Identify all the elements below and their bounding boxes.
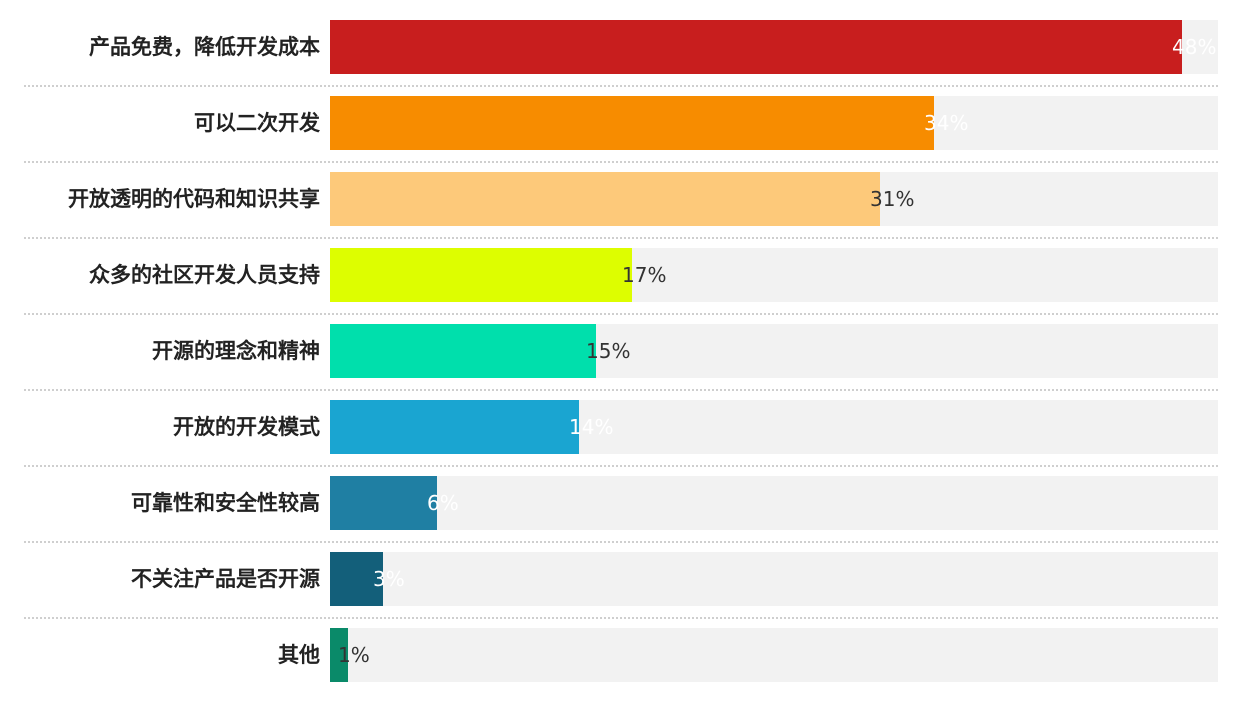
row-divider (24, 313, 1218, 315)
row-divider (24, 465, 1218, 467)
bar-row: 众多的社区开发人员支持 17% (0, 248, 1239, 324)
category-label: 其他 (278, 643, 320, 667)
category-label: 产品免费，降低开发成本 (89, 35, 320, 59)
bar (330, 248, 632, 302)
bar-row: 开放透明的代码和知识共享 31% (0, 172, 1239, 248)
bar (330, 400, 579, 454)
bar-track: 6% (330, 476, 1218, 530)
row-divider (24, 237, 1218, 239)
bar-track: 1% (330, 628, 1218, 682)
bar-track: 3% (330, 552, 1218, 606)
bar-row: 产品免费，降低开发成本 48% (0, 20, 1239, 96)
bar-track: 17% (330, 248, 1218, 302)
bar-row: 可靠性和安全性较高 6% (0, 476, 1239, 552)
value-label: 3% (373, 567, 405, 591)
bar-row: 可以二次开发 34% (0, 96, 1239, 172)
category-label: 可以二次开发 (194, 111, 320, 135)
category-label: 可靠性和安全性较高 (131, 491, 320, 515)
row-divider (24, 617, 1218, 619)
category-label: 开源的理念和精神 (152, 339, 320, 363)
row-divider (24, 541, 1218, 543)
value-label: 31% (870, 187, 915, 211)
value-label: 48% (1172, 35, 1217, 59)
category-label: 众多的社区开发人员支持 (89, 263, 320, 287)
bar-track: 14% (330, 400, 1218, 454)
value-label: 15% (586, 339, 631, 363)
value-label: 6% (427, 491, 459, 515)
category-label: 开放的开发模式 (173, 415, 320, 439)
bar-row: 不关注产品是否开源 3% (0, 552, 1239, 628)
value-label: 17% (622, 263, 667, 287)
bar (330, 476, 437, 530)
bar (330, 172, 880, 226)
value-label: 1% (338, 643, 370, 667)
row-divider (24, 161, 1218, 163)
category-label: 不关注产品是否开源 (131, 567, 320, 591)
bar-track: 31% (330, 172, 1218, 226)
bar (330, 324, 596, 378)
value-label: 34% (924, 111, 969, 135)
bar-track: 34% (330, 96, 1218, 150)
value-label: 14% (569, 415, 614, 439)
row-divider (24, 85, 1218, 87)
bar (330, 96, 934, 150)
category-label: 开放透明的代码和知识共享 (68, 187, 320, 211)
bar-row: 开源的理念和精神 15% (0, 324, 1239, 400)
row-divider (24, 389, 1218, 391)
bar (330, 552, 383, 606)
bar (330, 628, 348, 682)
bar-row: 其他 1% (0, 628, 1239, 704)
bar-row: 开放的开发模式 14% (0, 400, 1239, 476)
bar-track: 15% (330, 324, 1218, 378)
bar (330, 20, 1182, 74)
bar-track: 48% (330, 20, 1218, 74)
